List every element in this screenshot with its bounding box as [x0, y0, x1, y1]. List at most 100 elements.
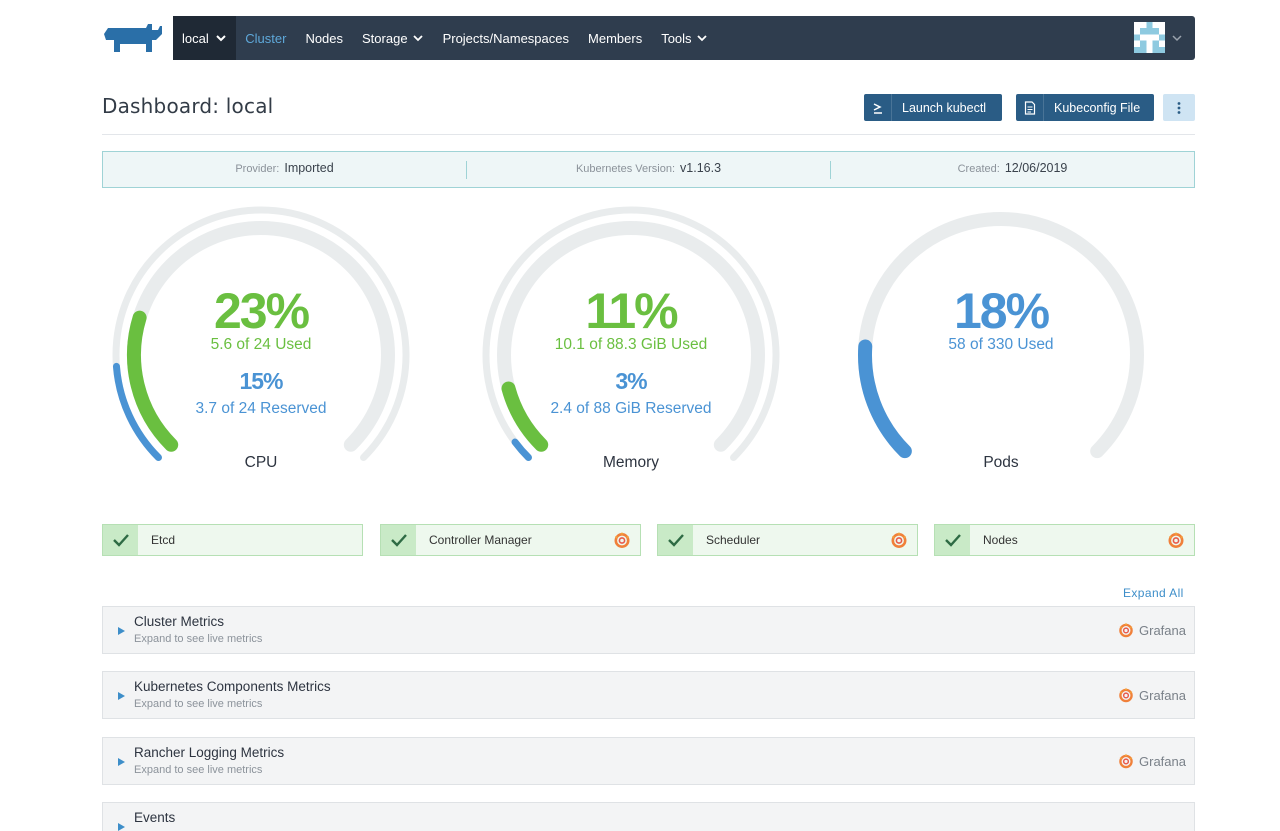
- chevron-down-icon: [216, 35, 226, 42]
- pods-used-text: 58 of 330 Used: [948, 336, 1054, 353]
- grafana-icon[interactable]: [889, 530, 909, 550]
- created-value: 12/06/2019: [1004, 160, 1068, 175]
- cluster-info-bar: Provider: Imported Kubernetes Version: v…: [102, 151, 1195, 188]
- chevron-down-icon: [1172, 34, 1182, 41]
- nav-cluster-label: Cluster: [245, 30, 287, 46]
- nav-storage-label: Storage: [362, 30, 408, 46]
- cpu-gauge-arcs: [112, 206, 410, 462]
- memory-gauge-inner-track: [497, 220, 765, 452]
- header-divider: [102, 134, 1195, 135]
- expand-triangle-icon[interactable]: [118, 627, 125, 635]
- expand-triangle-icon[interactable]: [118, 823, 125, 831]
- component-status-etcd[interactable]: Etcd: [102, 524, 363, 556]
- page-title: Dashboard: local: [102, 94, 274, 118]
- memory-gauge: 11% 10.1 of 88.3 GiB Used 3% 2.4 of 88 G…: [471, 200, 791, 480]
- panel-title: Kubernetes Components Metrics: [134, 679, 331, 694]
- rancher-logging-metrics-panel[interactable]: Rancher Logging Metrics Expand to see li…: [102, 737, 1195, 785]
- cpu-gauge: 23% 5.6 of 24 Used 15% 3.7 of 24 Reserve…: [101, 200, 421, 480]
- component-name: Nodes: [983, 533, 1018, 547]
- kubeconfig-file-button[interactable]: Kubeconfig File: [1016, 94, 1154, 121]
- memory-used-arc: [501, 381, 549, 452]
- nav-nodes[interactable]: Nodes: [296, 16, 353, 60]
- events-panel[interactable]: Events: [102, 802, 1195, 831]
- nav-tools[interactable]: Tools: [652, 16, 717, 60]
- nav-projects-namespaces[interactable]: Projects/Namespaces: [433, 16, 578, 60]
- nav-members-label: Members: [588, 30, 643, 46]
- version-label: Kubernetes Version:: [575, 162, 676, 175]
- component-name: Scheduler: [706, 533, 761, 547]
- panel-title: Rancher Logging Metrics: [134, 745, 285, 760]
- grafana-link-label: Grafana: [1139, 622, 1186, 638]
- kubernetes-components-metrics-panel[interactable]: Kubernetes Components Metrics Expand to …: [102, 671, 1195, 719]
- panel-title: Cluster Metrics: [134, 614, 225, 629]
- component-name: Controller Manager: [429, 533, 532, 547]
- expand-all-link[interactable]: Expand All: [1123, 586, 1184, 600]
- component-status-nodes[interactable]: Nodes: [934, 524, 1195, 556]
- cpu-reserved-text: 3.7 of 24 Reserved: [195, 400, 327, 417]
- panel-title: Events: [134, 810, 176, 825]
- vertical-dots-icon: [1177, 101, 1181, 114]
- pods-gauge-label: Pods: [983, 454, 1019, 471]
- avatar: [1134, 22, 1165, 53]
- nav-projects-label: Projects/Namespaces: [442, 30, 570, 46]
- user-menu[interactable]: [1134, 22, 1183, 53]
- launch-kubectl-label: Launch kubectl: [902, 100, 987, 115]
- launch-kubectl-button[interactable]: Launch kubectl: [864, 94, 1002, 121]
- provider-info: Provider: Imported: [103, 161, 466, 179]
- grafana-link[interactable]: Grafana: [1117, 621, 1186, 639]
- more-actions-button[interactable]: [1163, 94, 1195, 121]
- created-label: Created:: [957, 162, 1000, 175]
- cluster-selector[interactable]: local: [173, 16, 236, 60]
- grafana-icon[interactable]: [612, 530, 632, 550]
- panel-subtitle: Expand to see live metrics: [134, 764, 263, 776]
- nav-cluster[interactable]: Cluster: [236, 16, 296, 60]
- memory-used-text: 10.1 of 88.3 GiB Used: [554, 336, 708, 353]
- memory-gauge-outer-track: [482, 206, 780, 462]
- version-value: v1.16.3: [680, 160, 722, 175]
- pods-gauge-arcs: [858, 212, 1144, 459]
- memory-reserved-percent: 3%: [615, 368, 647, 394]
- component-name: Etcd: [151, 533, 176, 547]
- grafana-link-label: Grafana: [1139, 753, 1186, 769]
- provider-label: Provider:: [235, 162, 280, 175]
- terminal-icon: [864, 94, 892, 121]
- version-info: Kubernetes Version: v1.16.3: [466, 160, 830, 179]
- panel-subtitle: Expand to see live metrics: [134, 633, 263, 645]
- rancher-logo-icon[interactable]: [102, 22, 164, 54]
- component-status-controller-manager[interactable]: Controller Manager: [380, 524, 641, 556]
- cpu-reserved-percent: 15%: [239, 368, 283, 394]
- kubeconfig-file-label: Kubeconfig File: [1054, 100, 1141, 115]
- cluster-selector-label: local: [182, 30, 209, 46]
- check-icon: [381, 525, 416, 555]
- nav-members[interactable]: Members: [579, 16, 652, 60]
- grafana-link-label: Grafana: [1139, 687, 1186, 703]
- cluster-metrics-panel[interactable]: Cluster Metrics Expand to see live metri…: [102, 606, 1195, 654]
- file-icon: [1016, 94, 1044, 121]
- check-icon: [103, 525, 138, 555]
- grafana-link[interactable]: Grafana: [1117, 752, 1186, 770]
- memory-gauge-label: Memory: [603, 454, 659, 471]
- chevron-down-icon: [696, 35, 707, 42]
- nav-nodes-label: Nodes: [305, 30, 344, 46]
- provider-value: Imported: [284, 160, 334, 175]
- grafana-icon[interactable]: [1166, 530, 1186, 550]
- pods-used-arc: [858, 339, 912, 459]
- panel-subtitle: Expand to see live metrics: [134, 698, 263, 710]
- memory-reserved-arc: [511, 438, 532, 462]
- expand-triangle-icon[interactable]: [118, 758, 125, 766]
- component-status-scheduler[interactable]: Scheduler: [657, 524, 918, 556]
- cpu-gauge-outer-track: [112, 206, 410, 462]
- expand-triangle-icon[interactable]: [118, 692, 125, 700]
- pods-gauge: 18% 58 of 330 Used Pods: [841, 200, 1161, 480]
- memory-used-percent: 11%: [585, 283, 678, 339]
- chevron-down-icon: [412, 35, 423, 42]
- cpu-used-text: 5.6 of 24 Used: [210, 336, 312, 353]
- grafana-link[interactable]: Grafana: [1117, 686, 1186, 704]
- grafana-icon: [1119, 622, 1133, 638]
- check-icon: [935, 525, 970, 555]
- nav-storage[interactable]: Storage: [353, 16, 434, 60]
- cpu-gauge-label: CPU: [244, 454, 278, 471]
- grafana-icon: [1119, 687, 1133, 703]
- memory-gauge-arcs: [482, 206, 780, 462]
- nav-tools-label: Tools: [661, 30, 692, 46]
